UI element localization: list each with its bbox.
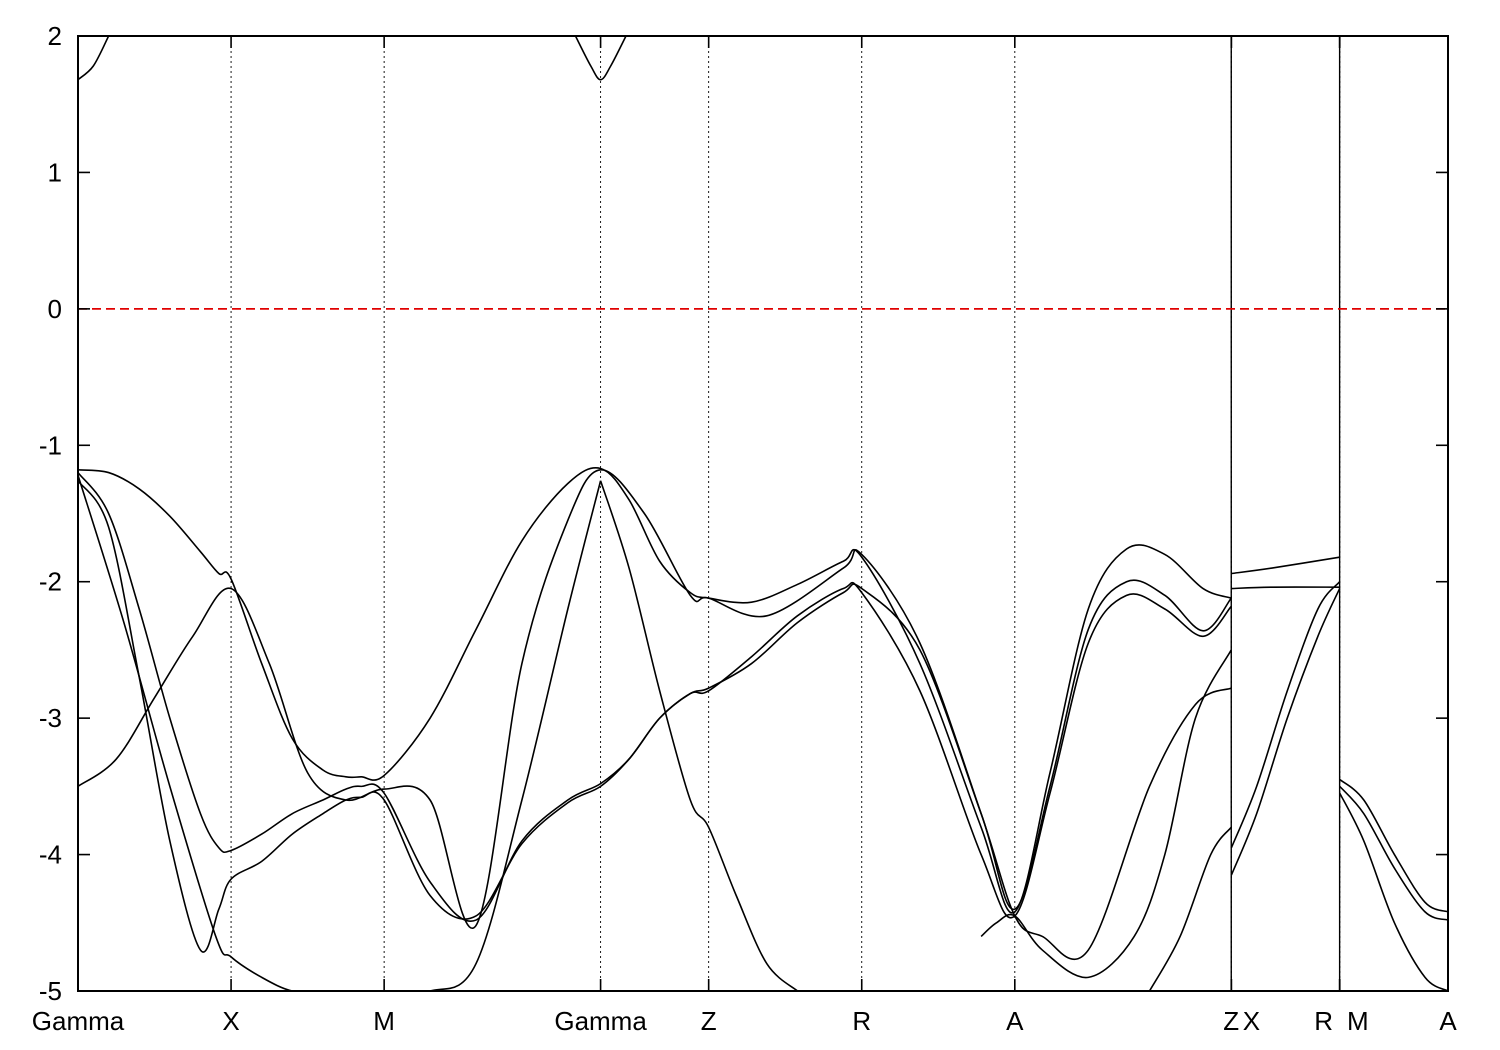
x-tick-label: R bbox=[1314, 1006, 1333, 1036]
band-line bbox=[78, 480, 1232, 953]
x-tick-label: R bbox=[852, 1006, 871, 1036]
y-tick-label: -4 bbox=[39, 840, 62, 870]
y-tick-label: 2 bbox=[48, 21, 62, 51]
y-tick-label: -2 bbox=[39, 567, 62, 597]
band-line bbox=[78, 36, 110, 81]
bands bbox=[78, 36, 1448, 991]
y-tick-label: -5 bbox=[39, 976, 62, 1006]
band-line bbox=[1148, 826, 1232, 991]
band-line bbox=[1339, 792, 1448, 991]
x-tick-label: Gamma bbox=[32, 1006, 125, 1036]
band-line bbox=[78, 475, 602, 991]
x-tick-label: A bbox=[1439, 1006, 1457, 1036]
y-tick-label: 1 bbox=[48, 157, 62, 187]
band-line bbox=[78, 472, 1232, 923]
band-line bbox=[78, 467, 1232, 914]
x-tick-label: M bbox=[1347, 1006, 1369, 1036]
band-line bbox=[1230, 581, 1341, 849]
band-line bbox=[78, 469, 1232, 960]
band-line bbox=[1231, 586, 1340, 590]
x-tick-label: Gamma bbox=[554, 1006, 647, 1036]
band-line bbox=[1339, 778, 1448, 913]
x-tick-label: M bbox=[373, 1006, 395, 1036]
band-line bbox=[599, 480, 798, 991]
y-tick-label: 0 bbox=[48, 294, 62, 324]
band-line bbox=[1230, 588, 1341, 876]
kpath-lines bbox=[230, 36, 1341, 991]
x-tick-label: Z bbox=[1223, 1006, 1239, 1036]
y-tick-label: -1 bbox=[39, 430, 62, 460]
band-line bbox=[1339, 785, 1448, 921]
band-line bbox=[1231, 556, 1340, 575]
x-tick-label: X bbox=[222, 1006, 239, 1036]
x-tick-label: Z bbox=[701, 1006, 717, 1036]
band-line bbox=[574, 36, 627, 81]
x-tick-label: X bbox=[1243, 1006, 1260, 1036]
x-tick-label: A bbox=[1006, 1006, 1024, 1036]
band-line bbox=[980, 649, 1232, 979]
y-tick-label: -3 bbox=[39, 703, 62, 733]
plot-frame bbox=[77, 35, 1449, 992]
